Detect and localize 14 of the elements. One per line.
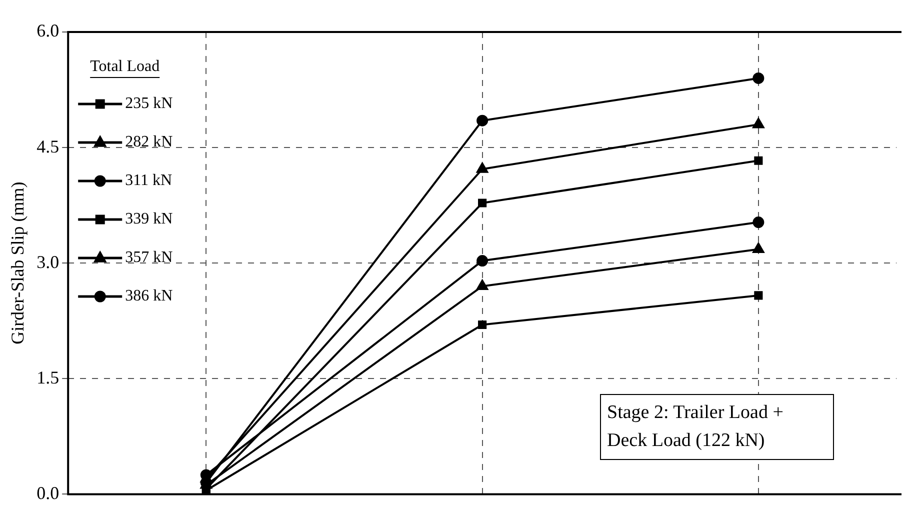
- legend-title: Total Load: [90, 58, 160, 76]
- legend-label: 386 kN: [125, 288, 174, 305]
- y-tick-label: 4.5: [36, 136, 60, 156]
- y-axis-title: Girder-Slab Slip (mm): [8, 182, 28, 344]
- y-tick-label: 3.0: [36, 252, 60, 272]
- legend-label: 282 kN: [125, 134, 174, 151]
- y-tick-label: 6.0: [36, 20, 60, 41]
- legend-label: 311 kN: [125, 172, 173, 190]
- annotation: Stage 2: Trailer Load + Deck Load (122 kN): [600, 394, 834, 460]
- legend-label: 235 kN: [125, 95, 174, 112]
- y-tick-label: 0.0: [36, 482, 60, 503]
- legend-label: 357 kN: [125, 249, 174, 266]
- legend-label: 339 kN: [125, 210, 174, 228]
- y-tick-label: 1.5: [36, 367, 60, 388]
